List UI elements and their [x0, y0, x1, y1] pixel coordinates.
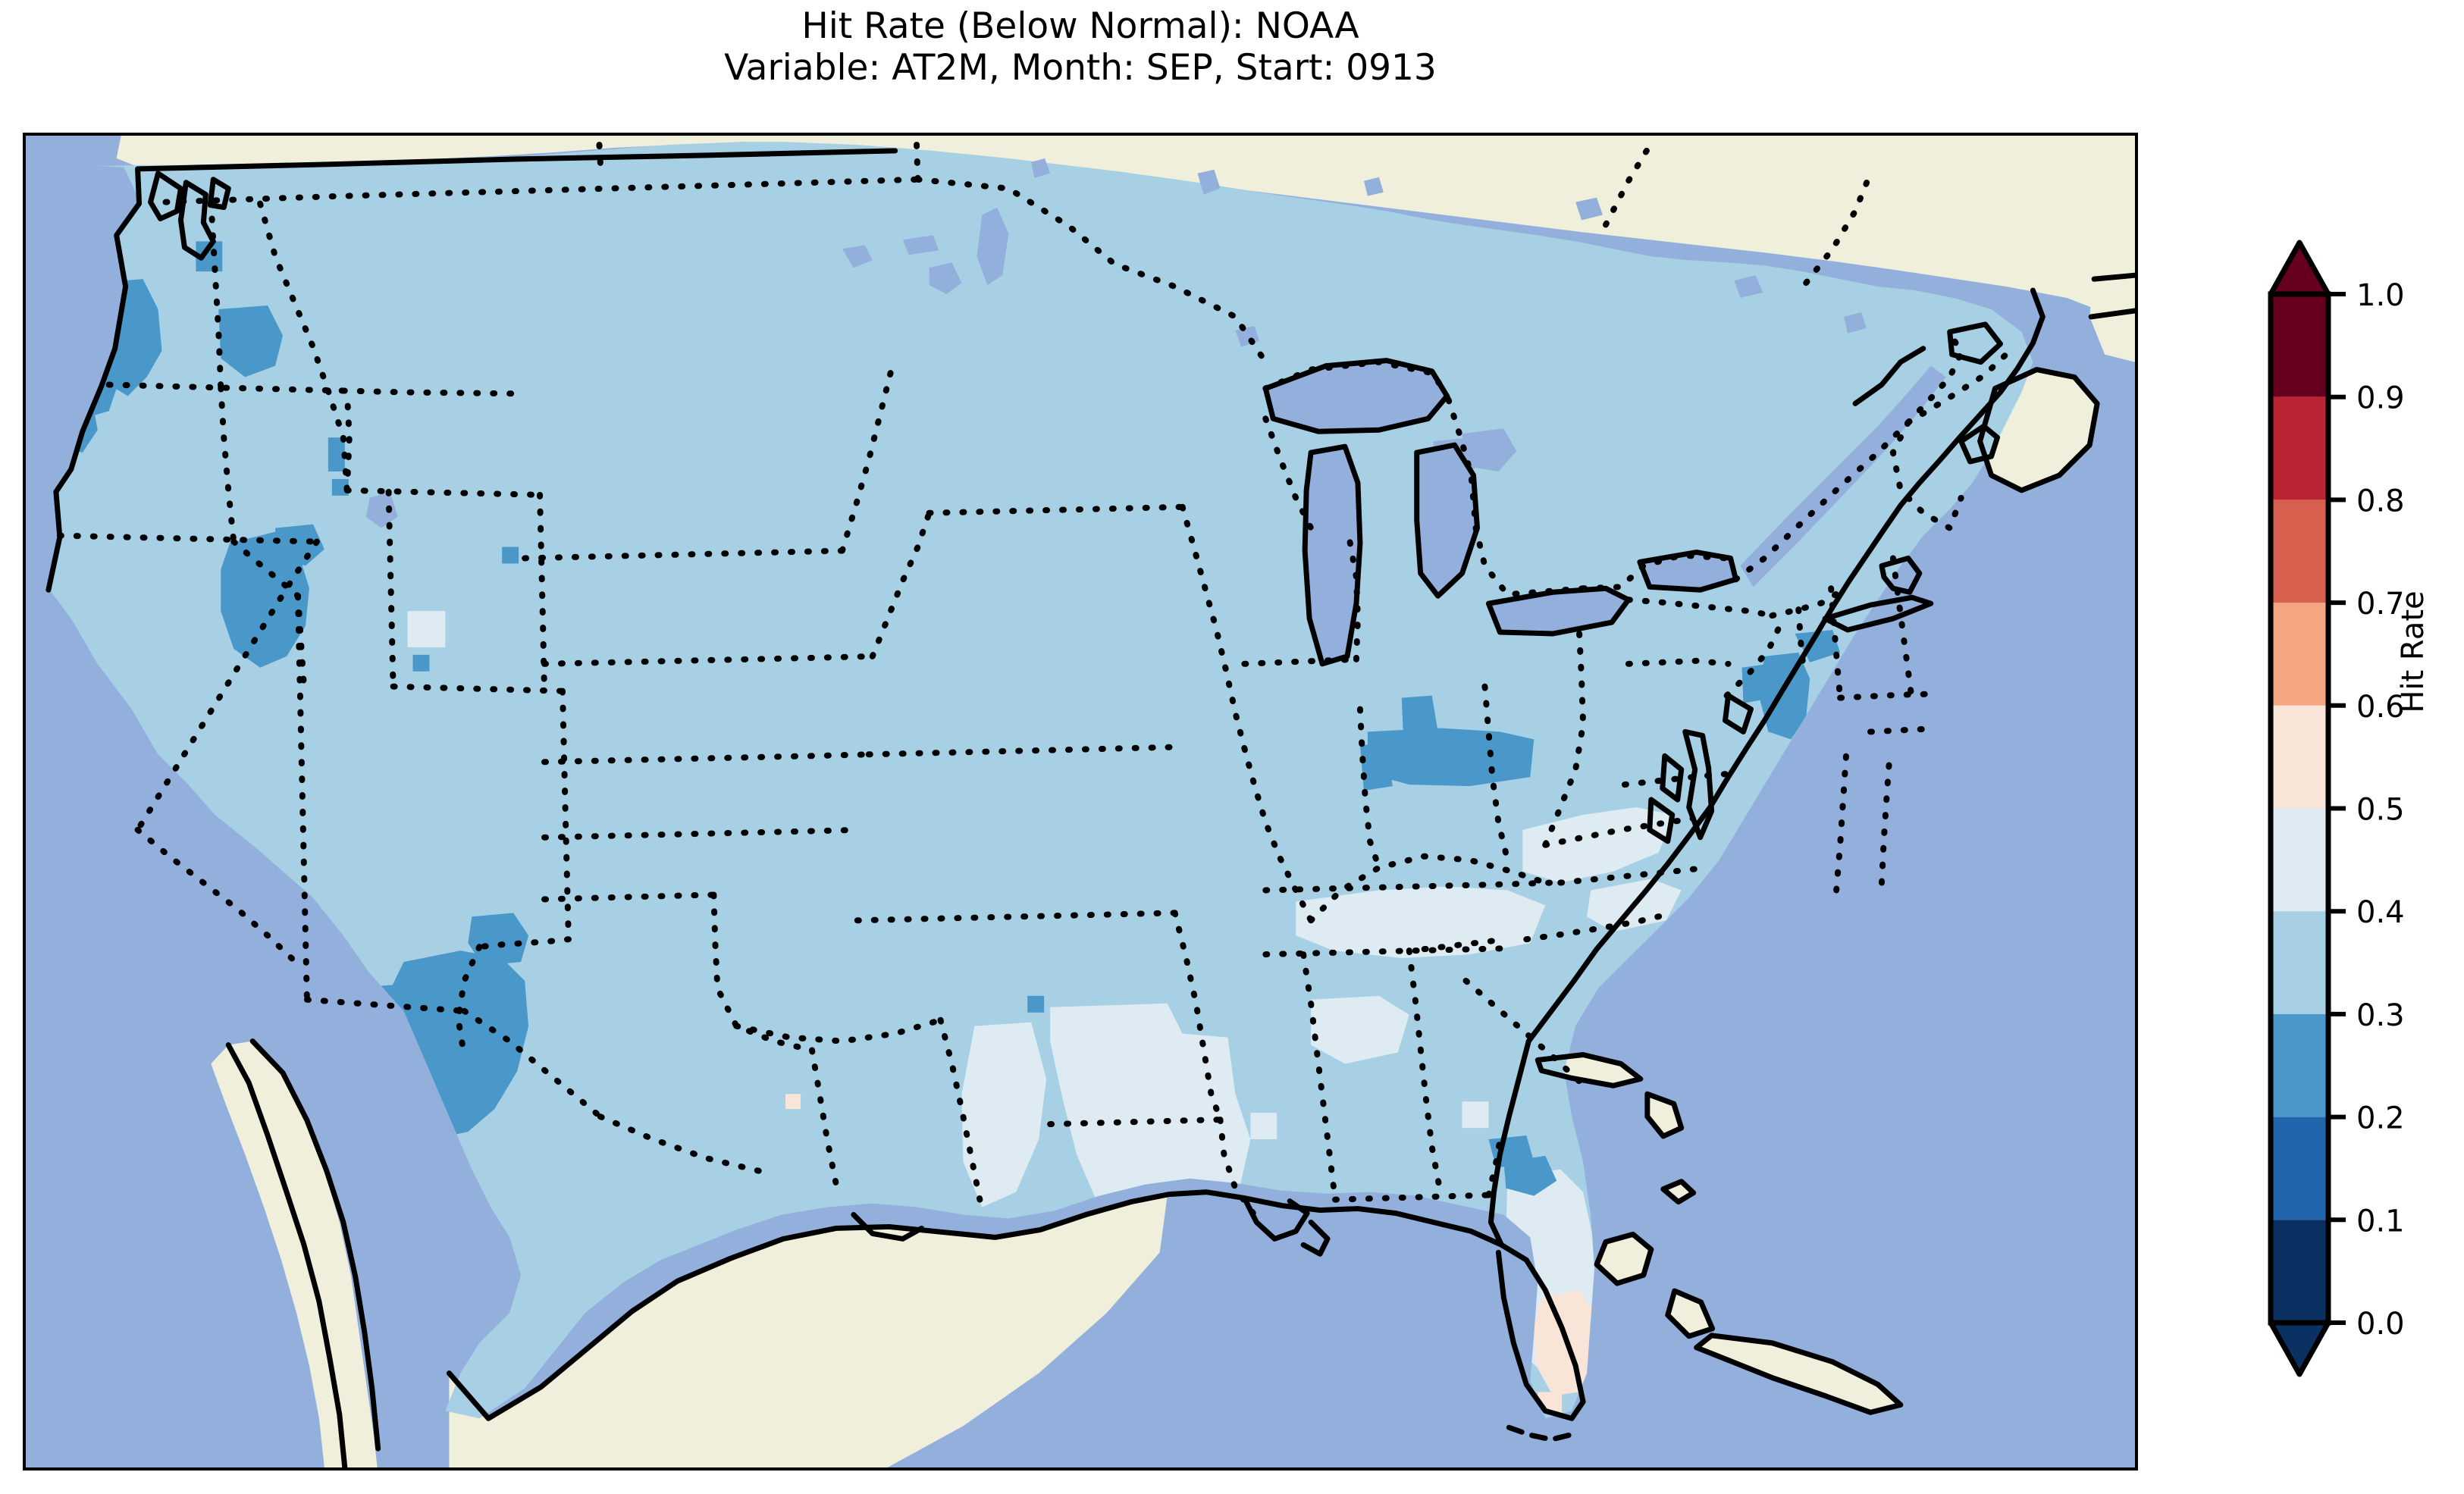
colorbar-tick-7: 0.7 [2356, 587, 2405, 622]
colorbar-bands [2271, 294, 2328, 1323]
colorbar-tick-9: 0.9 [2356, 381, 2405, 416]
colorbar-tick-2: 0.2 [2356, 1101, 2405, 1136]
colorbar-tick-10: 1.0 [2356, 278, 2405, 313]
colorbar-tick-1: 0.1 [2356, 1204, 2405, 1239]
colorbar-tick-0: 0.0 [2356, 1307, 2405, 1342]
state-borders [56, 136, 2017, 1218]
colorbar-tick-5: 0.5 [2356, 793, 2405, 828]
page-title: Hit Rate (Below Normal): NOAA Variable: … [724, 5, 1437, 89]
colorbar-tick-3: 0.3 [2356, 998, 2405, 1033]
colorbar-axis-label: Hit Rate [2396, 590, 2431, 713]
colorbar-under-arrow [2268, 1320, 2331, 1377]
colorbar-svg[interactable]: 1.0 0.9 0.8 0.7 0.6 0.5 0.4 0.3 0.2 0.1 … [2267, 227, 2464, 1410]
coastline-layer [45, 148, 2135, 1467]
colorbar-ticks [2328, 292, 2346, 1325]
map-canvas [26, 136, 2135, 1467]
colorbar-tick-8: 0.8 [2356, 484, 2405, 518]
colorbar-tick-labels: 1.0 0.9 0.8 0.7 0.6 0.5 0.4 0.3 0.2 0.1 … [2356, 278, 2405, 1342]
colorbar[interactable]: 1.0 0.9 0.8 0.7 0.6 0.5 0.4 0.3 0.2 0.1 … [2267, 227, 2464, 1410]
colorbar-tick-4: 0.4 [2356, 895, 2405, 930]
map-plot-area [23, 133, 2138, 1471]
colorbar-over-arrow [2268, 240, 2331, 297]
colorbar-tick-6: 0.6 [2356, 690, 2405, 725]
